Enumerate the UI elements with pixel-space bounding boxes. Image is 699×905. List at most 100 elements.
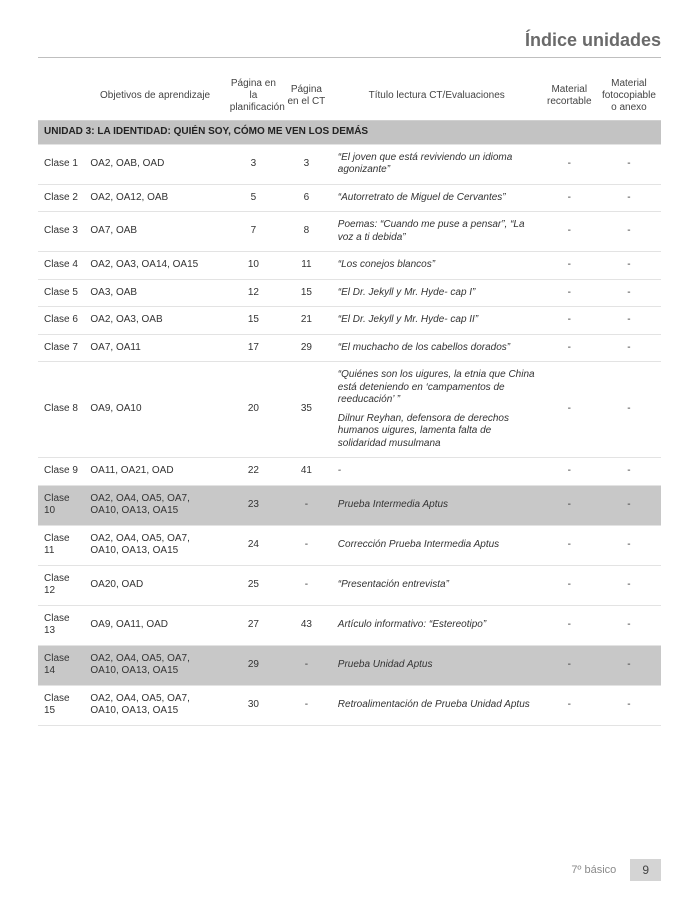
cell-titulo: Retroalimentación de Prueba Unidad Aptus — [332, 685, 542, 725]
cell-plan: 12 — [226, 279, 281, 307]
col-clase — [38, 72, 84, 121]
cell-objetivos: OA2, OA4, OA5, OA7, OA10, OA13, OA15 — [84, 645, 225, 685]
col-objetivos: Objetivos de aprendizaje — [84, 72, 225, 121]
cell-ct: - — [281, 565, 332, 605]
cell-titulo: Artículo informativo: “Estereotipo” — [332, 605, 542, 645]
footer-page-number: 9 — [630, 859, 661, 881]
cell-clase: Clase 5 — [38, 279, 84, 307]
cell-clase: Clase 3 — [38, 212, 84, 252]
cell-fotocopiable: - — [597, 605, 661, 645]
cell-fotocopiable: - — [597, 144, 661, 184]
cell-fotocopiable: - — [597, 525, 661, 565]
cell-recortable: - — [542, 212, 597, 252]
cell-titulo: “Quiénes son los uigures, la etnia que C… — [332, 362, 542, 458]
table-row: Clase 1OA2, OAB, OAD33“El joven que está… — [38, 144, 661, 184]
cell-ct: 3 — [281, 144, 332, 184]
cell-titulo: Poemas: “Cuando me puse a pensar”, “La v… — [332, 212, 542, 252]
cell-recortable: - — [542, 458, 597, 486]
cell-recortable: - — [542, 525, 597, 565]
page-title: Índice unidades — [38, 30, 661, 51]
page-footer: 7º básico 9 — [571, 859, 661, 881]
cell-recortable: - — [542, 307, 597, 335]
cell-titulo: “El Dr. Jekyll y Mr. Hyde- cap I” — [332, 279, 542, 307]
cell-fotocopiable: - — [597, 458, 661, 486]
cell-plan: 29 — [226, 645, 281, 685]
table-row: Clase 14OA2, OA4, OA5, OA7, OA10, OA13, … — [38, 645, 661, 685]
cell-clase: Clase 10 — [38, 485, 84, 525]
cell-titulo: Prueba Unidad Aptus — [332, 645, 542, 685]
cell-titulo: - — [332, 458, 542, 486]
cell-plan: 15 — [226, 307, 281, 335]
cell-recortable: - — [542, 334, 597, 362]
cell-recortable: - — [542, 485, 597, 525]
cell-recortable: - — [542, 184, 597, 212]
cell-fotocopiable: - — [597, 645, 661, 685]
cell-fotocopiable: - — [597, 307, 661, 335]
cell-recortable: - — [542, 252, 597, 280]
cell-objetivos: OA11, OA21, OAD — [84, 458, 225, 486]
cell-titulo: Prueba Intermedia Aptus — [332, 485, 542, 525]
cell-ct: 6 — [281, 184, 332, 212]
cell-objetivos: OA2, OA4, OA5, OA7, OA10, OA13, OA15 — [84, 485, 225, 525]
cell-plan: 23 — [226, 485, 281, 525]
cell-clase: Clase 13 — [38, 605, 84, 645]
cell-plan: 3 — [226, 144, 281, 184]
cell-objetivos: OA2, OA3, OA14, OA15 — [84, 252, 225, 280]
table-body: UNIDAD 3: LA IDENTIDAD: QUIÉN SOY, CÓMO … — [38, 121, 661, 726]
table-row: Clase 9OA11, OA21, OAD2241--- — [38, 458, 661, 486]
cell-objetivos: OA7, OAB — [84, 212, 225, 252]
col-ct: Página en el CT — [281, 72, 332, 121]
col-titulo: Título lectura CT/Evaluaciones — [332, 72, 542, 121]
cell-titulo: “Presentación entrevista” — [332, 565, 542, 605]
table-row: Clase 7OA7, OA111729“El muchacho de los … — [38, 334, 661, 362]
cell-ct: 41 — [281, 458, 332, 486]
cell-plan: 30 — [226, 685, 281, 725]
cell-objetivos: OA2, OAB, OAD — [84, 144, 225, 184]
unit-header-row: UNIDAD 3: LA IDENTIDAD: QUIÉN SOY, CÓMO … — [38, 121, 661, 145]
cell-objetivos: OA20, OAD — [84, 565, 225, 605]
cell-clase: Clase 15 — [38, 685, 84, 725]
cell-titulo: “Los conejos blancos” — [332, 252, 542, 280]
cell-clase: Clase 6 — [38, 307, 84, 335]
unit-label: UNIDAD 3: LA IDENTIDAD: QUIÉN SOY, CÓMO … — [38, 121, 661, 145]
cell-titulo: “El Dr. Jekyll y Mr. Hyde- cap II” — [332, 307, 542, 335]
cell-fotocopiable: - — [597, 184, 661, 212]
cell-fotocopiable: - — [597, 485, 661, 525]
title-rule — [38, 57, 661, 58]
cell-ct: - — [281, 525, 332, 565]
cell-plan: 7 — [226, 212, 281, 252]
cell-objetivos: OA2, OA4, OA5, OA7, OA10, OA13, OA15 — [84, 525, 225, 565]
table-row: Clase 12OA20, OAD25-“Presentación entrev… — [38, 565, 661, 605]
cell-ct: 15 — [281, 279, 332, 307]
cell-fotocopiable: - — [597, 279, 661, 307]
cell-fotocopiable: - — [597, 565, 661, 605]
cell-recortable: - — [542, 605, 597, 645]
cell-fotocopiable: - — [597, 252, 661, 280]
cell-clase: Clase 14 — [38, 645, 84, 685]
table-row: Clase 3OA7, OAB78Poemas: “Cuando me puse… — [38, 212, 661, 252]
cell-ct: - — [281, 485, 332, 525]
cell-plan: 27 — [226, 605, 281, 645]
cell-objetivos: OA7, OA11 — [84, 334, 225, 362]
cell-recortable: - — [542, 144, 597, 184]
cell-plan: 24 — [226, 525, 281, 565]
col-plan: Página en la planificación — [226, 72, 281, 121]
cell-ct: - — [281, 645, 332, 685]
table-row: Clase 2OA2, OA12, OAB56“Autorretrato de … — [38, 184, 661, 212]
table-row: Clase 10OA2, OA4, OA5, OA7, OA10, OA13, … — [38, 485, 661, 525]
cell-plan: 10 — [226, 252, 281, 280]
cell-plan: 5 — [226, 184, 281, 212]
cell-titulo: Corrección Prueba Intermedia Aptus — [332, 525, 542, 565]
cell-recortable: - — [542, 685, 597, 725]
table-row: Clase 4OA2, OA3, OA14, OA151011“Los cone… — [38, 252, 661, 280]
col-fotocopiable: Material fotocopiable o anexo — [597, 72, 661, 121]
col-recortable: Material recortable — [542, 72, 597, 121]
cell-fotocopiable: - — [597, 685, 661, 725]
cell-ct: 11 — [281, 252, 332, 280]
cell-fotocopiable: - — [597, 362, 661, 458]
index-table: Objetivos de aprendizaje Página en la pl… — [38, 72, 661, 726]
cell-plan: 17 — [226, 334, 281, 362]
cell-recortable: - — [542, 279, 597, 307]
cell-plan: 22 — [226, 458, 281, 486]
cell-objetivos: OA2, OA4, OA5, OA7, OA10, OA13, OA15 — [84, 685, 225, 725]
